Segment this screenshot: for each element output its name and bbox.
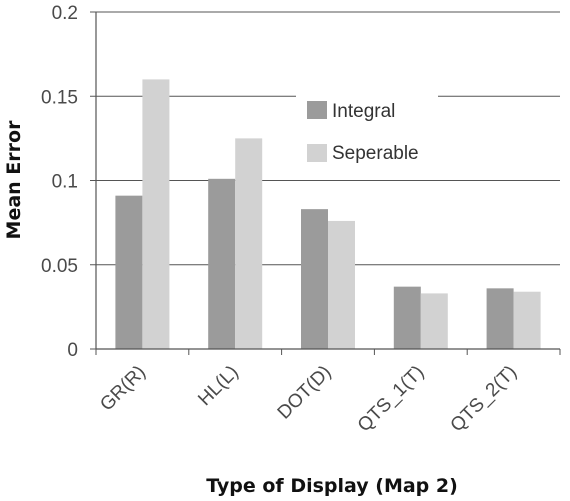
bar-seperable-3 bbox=[420, 293, 448, 349]
y-tick-label: 0.1 bbox=[52, 172, 78, 193]
bar-integral-0 bbox=[115, 195, 143, 349]
bar-seperable-2 bbox=[328, 220, 355, 349]
bar-seperable-4 bbox=[513, 291, 541, 349]
y-tick-label: 0.15 bbox=[41, 87, 78, 108]
x-tick-label: GR(R) bbox=[96, 362, 150, 416]
y-axis-title: Mean Error bbox=[3, 120, 25, 240]
y-tick-label: 0.05 bbox=[41, 256, 78, 277]
bar-integral-1 bbox=[208, 178, 236, 349]
x-tick-label: HL(L) bbox=[194, 362, 242, 410]
x-tick-label: DOT(D) bbox=[274, 362, 336, 424]
bar-seperable-0 bbox=[142, 79, 170, 350]
bar-integral-4 bbox=[486, 288, 514, 349]
y-tick-label: 0.2 bbox=[52, 3, 78, 24]
x-tick-label: QTS_2(T) bbox=[447, 362, 522, 437]
x-tick-label: QTS_1(T) bbox=[354, 362, 429, 437]
x-axis-ticks: GR(R) HL(L) DOT(D) QTS_1(T) QTS_2(T) bbox=[95, 349, 561, 437]
legend-label-integral: Integral bbox=[332, 101, 395, 122]
y-axis-ticks: 0 0.05 0.1 0.15 0.2 bbox=[41, 3, 96, 361]
bar-seperable-1 bbox=[235, 138, 263, 349]
legend-label-seperable: Seperable bbox=[332, 143, 419, 164]
bars bbox=[115, 79, 541, 350]
x-axis-title: Type of Display (Map 2) bbox=[206, 475, 458, 497]
y-tick-label: 0 bbox=[67, 340, 78, 361]
legend: Integral Seperable bbox=[296, 85, 438, 169]
bar-integral-2 bbox=[301, 209, 328, 349]
legend-swatch-seperable bbox=[307, 144, 327, 162]
bar-integral-3 bbox=[393, 286, 421, 349]
legend-swatch-integral bbox=[307, 101, 327, 119]
